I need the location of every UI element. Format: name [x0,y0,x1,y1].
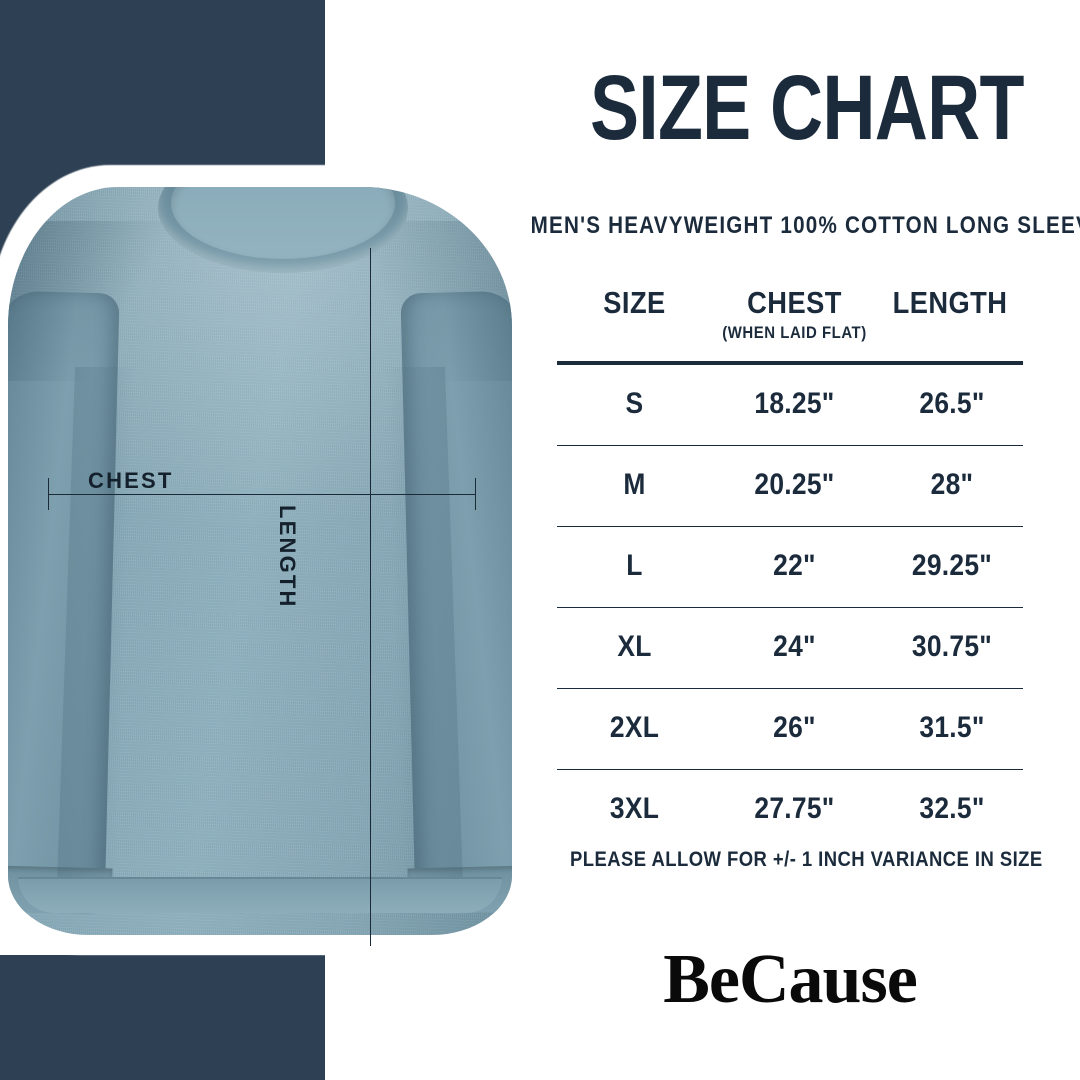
cell-chest: 20.25ʺ [754,468,835,501]
cell-size: 3XL [609,792,660,825]
cell-length: 31.5ʺ [919,711,985,744]
cell-length: 28ʺ [930,468,974,501]
cell-size: 2XL [609,711,660,744]
cell-length: 26.5ʺ [919,387,985,420]
bottom-hem [18,877,502,913]
table-row: XL 24ʺ 30.75ʺ [557,608,1023,689]
table-header-row: SIZE CHEST LENGTH (WHEN LAID FLAT) [557,285,1023,361]
content-column: SIZE CHART MEN'S HEAVYWEIGHT 100% COTTON… [480,0,1080,1080]
column-header-size: SIZE [603,285,666,320]
cell-chest: 24ʺ [773,630,816,663]
cell-size: L [626,549,643,582]
table-row: L 22ʺ 29.25ʺ [557,527,1023,608]
size-chart-table: SIZE CHEST LENGTH (WHEN LAID FLAT) S 18.… [557,285,1023,850]
variance-note: PLEASE ALLOW FOR +/- 1 INCH VARIANCE IN … [570,848,1043,871]
cell-chest: 27.75ʺ [754,792,835,825]
cell-chest: 18.25ʺ [754,387,835,420]
left-shoulder-shading [8,221,194,381]
column-header-length: LENGTH [892,285,1008,320]
table-row: M 20.25ʺ 28ʺ [557,446,1023,527]
page-title: SIZE CHART [590,57,1024,159]
cell-chest: 26ʺ [773,711,816,744]
cell-size: XL [617,630,652,663]
table-row: 3XL 27.75ʺ 32.5ʺ [557,770,1023,850]
cell-length: 30.75ʺ [911,630,993,663]
page-subtitle: MEN'S HEAVYWEIGHT 100% COTTON LONG SLEEV… [530,212,1080,239]
cell-size: S [625,387,644,420]
column-header-chest: CHEST [747,285,842,320]
table-row: S 18.25ʺ 26.5ʺ [557,365,1023,446]
column-header-chest-note: (WHEN LAID FLAT) [722,323,867,342]
cell-chest: 22ʺ [773,549,816,582]
cell-length: 32.5ʺ [919,792,985,825]
cell-length: 29.25ʺ [911,549,993,582]
product-photo [0,165,530,955]
brand-logo: BeCause [663,941,918,1018]
navy-panel-bottom-left [0,955,325,1080]
cell-size: M [623,468,646,501]
table-header-rule [557,361,1023,365]
shirt-illustration [8,187,512,935]
table-row: 2XL 26ʺ 31.5ʺ [557,689,1023,770]
